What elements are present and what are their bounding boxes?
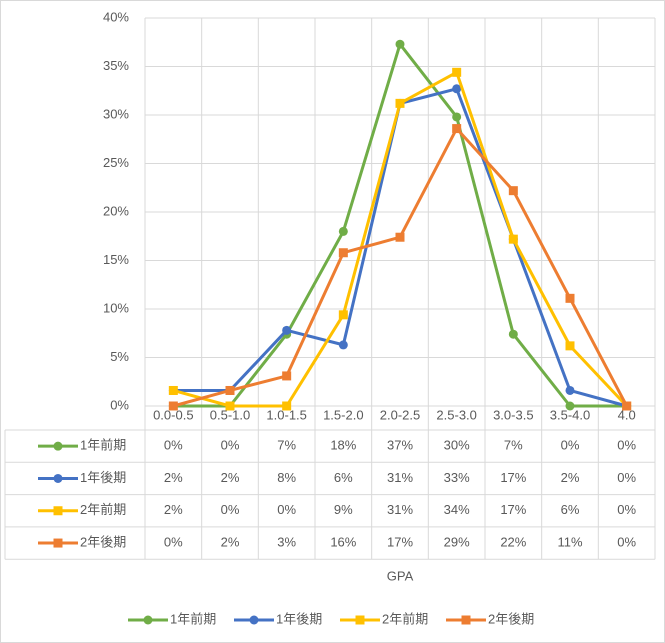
x-tick-label: 0.0-0.5 [153, 407, 193, 422]
data-point [565, 293, 575, 303]
x-tick-label: 3.5-4.0 [550, 407, 590, 422]
table-cell: 33% [444, 470, 470, 485]
y-tick-label: 0% [110, 397, 129, 412]
table-cell: 37% [387, 438, 413, 453]
y-tick-label: 15% [103, 252, 129, 267]
data-point [282, 401, 292, 411]
data-point [395, 39, 405, 49]
table-cell: 6% [334, 470, 353, 485]
table-cell: 2% [561, 470, 580, 485]
legend-marker [249, 615, 259, 625]
data-point [338, 248, 348, 258]
table-cell: 11% [557, 534, 582, 549]
x-tick-label: 4.0 [618, 407, 636, 422]
table-cell: 2% [164, 470, 183, 485]
data-point [508, 186, 518, 196]
data-point [565, 401, 575, 411]
data-point [508, 234, 518, 244]
data-point [452, 124, 462, 134]
legend-marker [355, 615, 365, 625]
data-point [168, 401, 178, 411]
x-tick-label: 1.5-2.0 [323, 407, 363, 422]
y-tick-label: 30% [103, 106, 129, 121]
x-tick-label: 2.0-2.5 [380, 407, 420, 422]
legend-label: 1年前期 [170, 611, 216, 626]
table-cell: 29% [444, 534, 470, 549]
y-tick-label: 20% [103, 203, 129, 218]
table-cell: 2% [221, 470, 240, 485]
table-series-name: 2年後期 [80, 534, 126, 549]
table-cell: 30% [444, 438, 470, 453]
table-cell: 0% [617, 470, 636, 485]
data-point [452, 67, 462, 77]
data-point [338, 226, 348, 236]
x-tick-label: 2.5-3.0 [436, 407, 476, 422]
data-point [282, 371, 292, 381]
x-tick-label: 0.5-1.0 [210, 407, 250, 422]
table-cell: 2% [164, 502, 183, 517]
table-cell: 7% [277, 438, 296, 453]
table-cell: 17% [500, 502, 526, 517]
table-cell: 8% [277, 470, 296, 485]
table-legend-marker [53, 506, 63, 516]
legend-label: 2年前期 [382, 611, 428, 626]
table-cell: 6% [561, 502, 580, 517]
table-cell: 7% [504, 438, 523, 453]
x-tick-label: 3.0-3.5 [493, 407, 533, 422]
table-cell: 0% [221, 438, 240, 453]
table-cell: 9% [334, 502, 353, 517]
legend-label: 1年後期 [276, 611, 322, 626]
data-point [622, 401, 632, 411]
table-cell: 16% [330, 534, 356, 549]
data-point [225, 401, 235, 411]
table-cell: 3% [277, 534, 296, 549]
data-point [338, 340, 348, 350]
table-cell: 31% [387, 470, 413, 485]
data-point [338, 310, 348, 320]
data-point [452, 84, 462, 94]
data-point [395, 98, 405, 108]
legend-marker [143, 615, 153, 625]
y-tick-label: 5% [110, 349, 129, 364]
table-cell: 0% [617, 534, 636, 549]
y-tick-label: 35% [103, 58, 129, 73]
table-series-name: 2年前期 [80, 502, 126, 517]
table-cell: 22% [500, 534, 526, 549]
table-cell: 0% [164, 438, 183, 453]
legend-label: 2年後期 [488, 611, 534, 626]
table-cell: 2% [221, 534, 240, 549]
data-point [282, 325, 292, 335]
data-point [565, 385, 575, 395]
table-legend-marker [53, 441, 63, 451]
data-point [168, 385, 178, 395]
table-cell: 34% [444, 502, 470, 517]
legend-marker [461, 615, 471, 625]
y-tick-label: 40% [103, 9, 129, 24]
table-cell: 0% [164, 534, 183, 549]
table-legend-marker [53, 473, 63, 483]
table-series-name: 1年前期 [80, 438, 126, 453]
table-cell: 0% [617, 438, 636, 453]
y-tick-label: 10% [103, 300, 129, 315]
data-point [225, 385, 235, 395]
table-cell: 31% [387, 502, 413, 517]
data-point [452, 112, 462, 122]
data-point [565, 341, 575, 351]
x-tick-label: 1.0-1.5 [266, 407, 306, 422]
y-tick-label: 25% [103, 155, 129, 170]
x-axis-label: GPA [387, 568, 414, 583]
table-cell: 17% [500, 470, 526, 485]
table-cell: 0% [221, 502, 240, 517]
table-legend-marker [53, 538, 63, 548]
table-cell: 0% [617, 502, 636, 517]
data-point [508, 329, 518, 339]
data-point [395, 232, 405, 242]
table-cell: 0% [561, 438, 580, 453]
table-cell: 0% [277, 502, 296, 517]
table-cell: 18% [330, 438, 356, 453]
table-cell: 17% [387, 534, 413, 549]
table-series-name: 1年後期 [80, 470, 126, 485]
